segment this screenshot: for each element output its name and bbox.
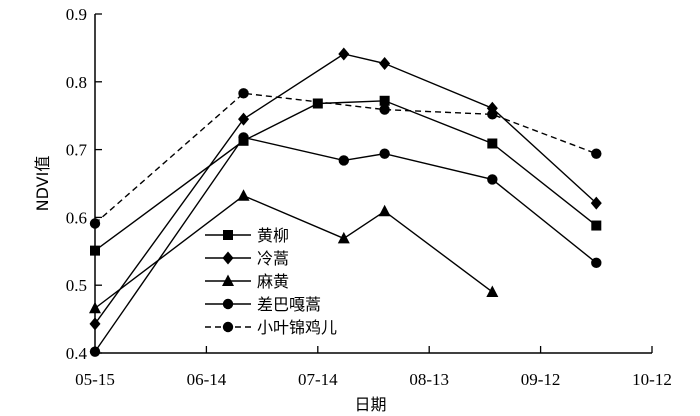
y-tick-label: 0.7 bbox=[66, 141, 88, 160]
circle-marker bbox=[379, 148, 390, 159]
diamond-marker bbox=[89, 317, 101, 331]
legend-label: 麻黄 bbox=[257, 272, 289, 291]
square-marker bbox=[312, 98, 323, 109]
y-axis-title: NDVI值 bbox=[33, 156, 52, 212]
circle-marker bbox=[222, 321, 234, 333]
series-3 bbox=[89, 132, 602, 357]
y-tick-label: 0.9 bbox=[66, 5, 87, 24]
series-line bbox=[94, 92, 597, 225]
series-0 bbox=[90, 95, 602, 256]
x-axis-title: 日期 bbox=[354, 395, 386, 414]
circle-marker bbox=[222, 298, 234, 310]
square-marker bbox=[487, 138, 498, 149]
triangle-marker bbox=[237, 189, 250, 201]
circle-marker bbox=[591, 148, 602, 159]
square-marker bbox=[591, 220, 602, 231]
circle-marker bbox=[487, 174, 498, 185]
y-tick-label: 0.8 bbox=[66, 73, 87, 92]
triangle-marker bbox=[89, 301, 101, 314]
axes bbox=[94, 14, 652, 354]
legend-label: 黄柳 bbox=[257, 226, 289, 245]
diamond-marker bbox=[238, 112, 250, 126]
series-line bbox=[94, 53, 597, 325]
series-line bbox=[94, 100, 597, 252]
diamond-marker bbox=[222, 251, 234, 265]
y-ticks: 0.4 0.5 0.6 0.7 0.8 0.9 bbox=[66, 5, 102, 363]
legend-item: 小叶锦鸡儿 bbox=[205, 318, 337, 337]
circle-marker bbox=[89, 218, 101, 229]
legend-label: 小叶锦鸡儿 bbox=[257, 318, 337, 337]
circle-marker bbox=[591, 257, 602, 269]
y-tick-label: 0.5 bbox=[66, 276, 87, 295]
x-tick-label: 07-14 bbox=[298, 370, 338, 389]
circle-marker bbox=[89, 346, 101, 357]
circle-marker bbox=[487, 109, 498, 120]
legend-label: 冷蒿 bbox=[257, 249, 289, 268]
circle-marker bbox=[238, 132, 249, 143]
y-tick-label: 0.4 bbox=[66, 344, 88, 363]
series-2 bbox=[89, 189, 499, 314]
triangle-marker bbox=[222, 274, 234, 286]
series-1 bbox=[89, 47, 602, 331]
legend-item: 差巴嘎蒿 bbox=[205, 295, 321, 314]
x-tick-label: 05-15 bbox=[75, 370, 115, 389]
x-ticks: 05-15 06-14 07-14 08-13 09-12 10-12 bbox=[75, 346, 672, 389]
circle-marker bbox=[238, 88, 249, 99]
triangle-marker bbox=[486, 285, 499, 297]
x-tick-label: 08-13 bbox=[409, 370, 449, 389]
series-line bbox=[94, 194, 493, 309]
triangle-marker bbox=[337, 231, 350, 244]
legend-item: 冷蒿 bbox=[205, 249, 289, 268]
series-line bbox=[94, 136, 597, 353]
legend-item: 黄柳 bbox=[205, 226, 289, 245]
diamond-marker bbox=[338, 47, 350, 61]
square-marker bbox=[379, 95, 390, 106]
series-4 bbox=[89, 88, 602, 229]
x-tick-label: 06-14 bbox=[187, 370, 227, 389]
circle-marker bbox=[379, 104, 390, 115]
legend-item: 麻黄 bbox=[205, 272, 289, 291]
square-marker bbox=[223, 230, 233, 240]
diamond-marker bbox=[590, 196, 602, 210]
diamond-marker bbox=[379, 56, 391, 70]
y-tick-label: 0.6 bbox=[66, 208, 87, 227]
x-tick-label: 09-12 bbox=[521, 370, 561, 389]
circle-marker bbox=[338, 155, 349, 166]
legend-label: 差巴嘎蒿 bbox=[257, 295, 321, 314]
x-tick-label: 10-12 bbox=[632, 370, 672, 389]
triangle-marker bbox=[378, 204, 391, 217]
square-marker bbox=[90, 245, 100, 256]
series-layer bbox=[89, 47, 602, 357]
